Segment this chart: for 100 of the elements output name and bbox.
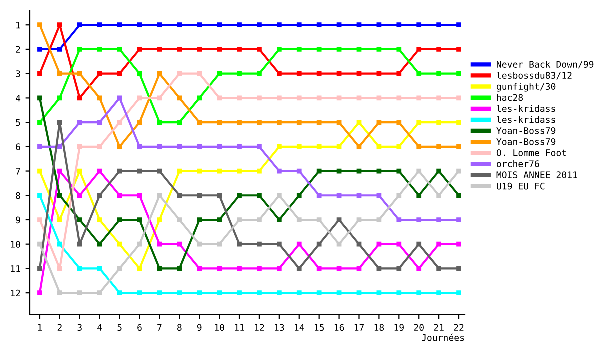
point <box>77 144 82 150</box>
y-tick-label: 11 <box>11 266 20 272</box>
point <box>336 96 342 101</box>
point <box>177 144 182 150</box>
x-tick-label: 13 <box>275 324 284 332</box>
point <box>38 193 42 198</box>
point <box>197 266 202 272</box>
point <box>38 22 42 28</box>
point <box>416 96 422 101</box>
x-tick-label: 16 <box>334 324 344 332</box>
point <box>416 144 422 150</box>
point <box>316 120 322 125</box>
point <box>77 193 82 198</box>
point <box>296 47 302 52</box>
point <box>276 144 282 150</box>
point <box>77 290 82 296</box>
point <box>137 22 142 28</box>
point <box>376 290 382 296</box>
point <box>77 22 82 28</box>
y-tick-label: 8 <box>16 192 20 200</box>
point <box>217 71 222 76</box>
point <box>316 96 322 101</box>
point <box>396 193 402 198</box>
point <box>336 168 342 174</box>
point <box>217 144 222 150</box>
point <box>58 47 62 52</box>
point <box>237 47 242 52</box>
point <box>137 218 142 222</box>
y-tick-label: 4 <box>16 95 21 102</box>
point <box>436 218 442 222</box>
y-tick-label: 2 <box>16 46 20 53</box>
point <box>38 266 42 272</box>
point <box>336 120 342 125</box>
x-tick-label: 3 <box>78 324 82 332</box>
point <box>276 193 282 198</box>
point <box>436 168 442 174</box>
point <box>257 47 262 52</box>
point <box>436 242 442 247</box>
point <box>58 218 62 222</box>
point <box>117 22 122 28</box>
point <box>296 96 302 101</box>
point <box>197 218 202 222</box>
point <box>257 71 262 76</box>
y-tick-label: 5 <box>16 119 20 126</box>
point <box>237 120 242 125</box>
y-tick-label: 6 <box>16 144 20 150</box>
point <box>376 193 382 198</box>
point <box>177 290 182 296</box>
point <box>157 47 162 52</box>
point <box>356 290 362 296</box>
point <box>58 71 62 76</box>
x-tick-label: 11 <box>235 324 244 331</box>
point <box>396 47 402 52</box>
point <box>117 96 122 101</box>
point <box>117 47 122 52</box>
point <box>416 22 422 28</box>
point <box>157 22 162 28</box>
point <box>276 96 282 101</box>
point <box>396 266 402 272</box>
point <box>97 193 102 198</box>
point <box>356 218 362 222</box>
x-tick-label: 14 <box>295 324 304 331</box>
point <box>137 168 142 174</box>
point <box>436 71 442 76</box>
point <box>157 144 162 150</box>
point <box>97 144 102 150</box>
x-axis-title: Journées <box>422 334 464 342</box>
point <box>38 144 42 150</box>
point <box>197 290 202 296</box>
point <box>316 168 322 174</box>
point <box>296 242 302 247</box>
point <box>336 22 342 28</box>
point <box>237 96 242 101</box>
point <box>77 96 82 101</box>
point <box>77 218 82 222</box>
point <box>237 218 242 222</box>
point <box>336 218 342 222</box>
point <box>356 47 362 52</box>
point <box>217 168 222 174</box>
point <box>137 47 142 52</box>
point <box>276 266 282 272</box>
point <box>38 290 42 296</box>
point <box>456 242 462 247</box>
point <box>38 47 42 52</box>
point <box>58 168 62 174</box>
point <box>416 47 422 52</box>
point <box>336 193 342 198</box>
point <box>117 120 122 125</box>
point <box>217 47 222 52</box>
point <box>276 120 282 125</box>
point <box>257 290 262 296</box>
point <box>296 168 302 174</box>
point <box>117 218 122 222</box>
point <box>237 168 242 174</box>
point <box>456 120 462 125</box>
point <box>137 266 142 272</box>
point <box>436 193 442 198</box>
point <box>396 96 402 101</box>
point <box>456 47 462 52</box>
point <box>416 290 422 296</box>
